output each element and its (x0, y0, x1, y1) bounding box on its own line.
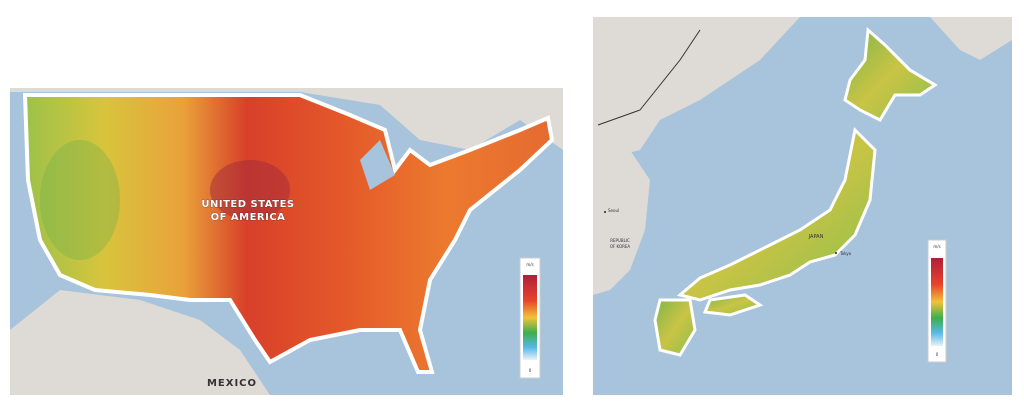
city-label: Tokyo (839, 251, 852, 256)
legend-bottom: 0 (936, 352, 939, 357)
country-label: JAPAN (808, 234, 824, 240)
country-label: MEXICO (207, 378, 257, 389)
country-label: OF AMERICA (211, 212, 286, 223)
legend-bottom: 0 (529, 368, 532, 373)
country-label: REPUBLIC (610, 238, 630, 243)
country-label: OF KOREA (610, 244, 631, 249)
japan-map: m/s 0 JAPAN Tokyo REPUBLIC OF KOREA Seou… (593, 17, 1012, 395)
us-map: m/s 0 UNITED STATES OF AMERICA MEXICO (10, 88, 563, 395)
country-label: UNITED STATES (201, 199, 294, 210)
legend-top: m/s (933, 244, 940, 249)
legend-top: m/s (526, 262, 533, 267)
city-label: Seoul (608, 208, 619, 213)
